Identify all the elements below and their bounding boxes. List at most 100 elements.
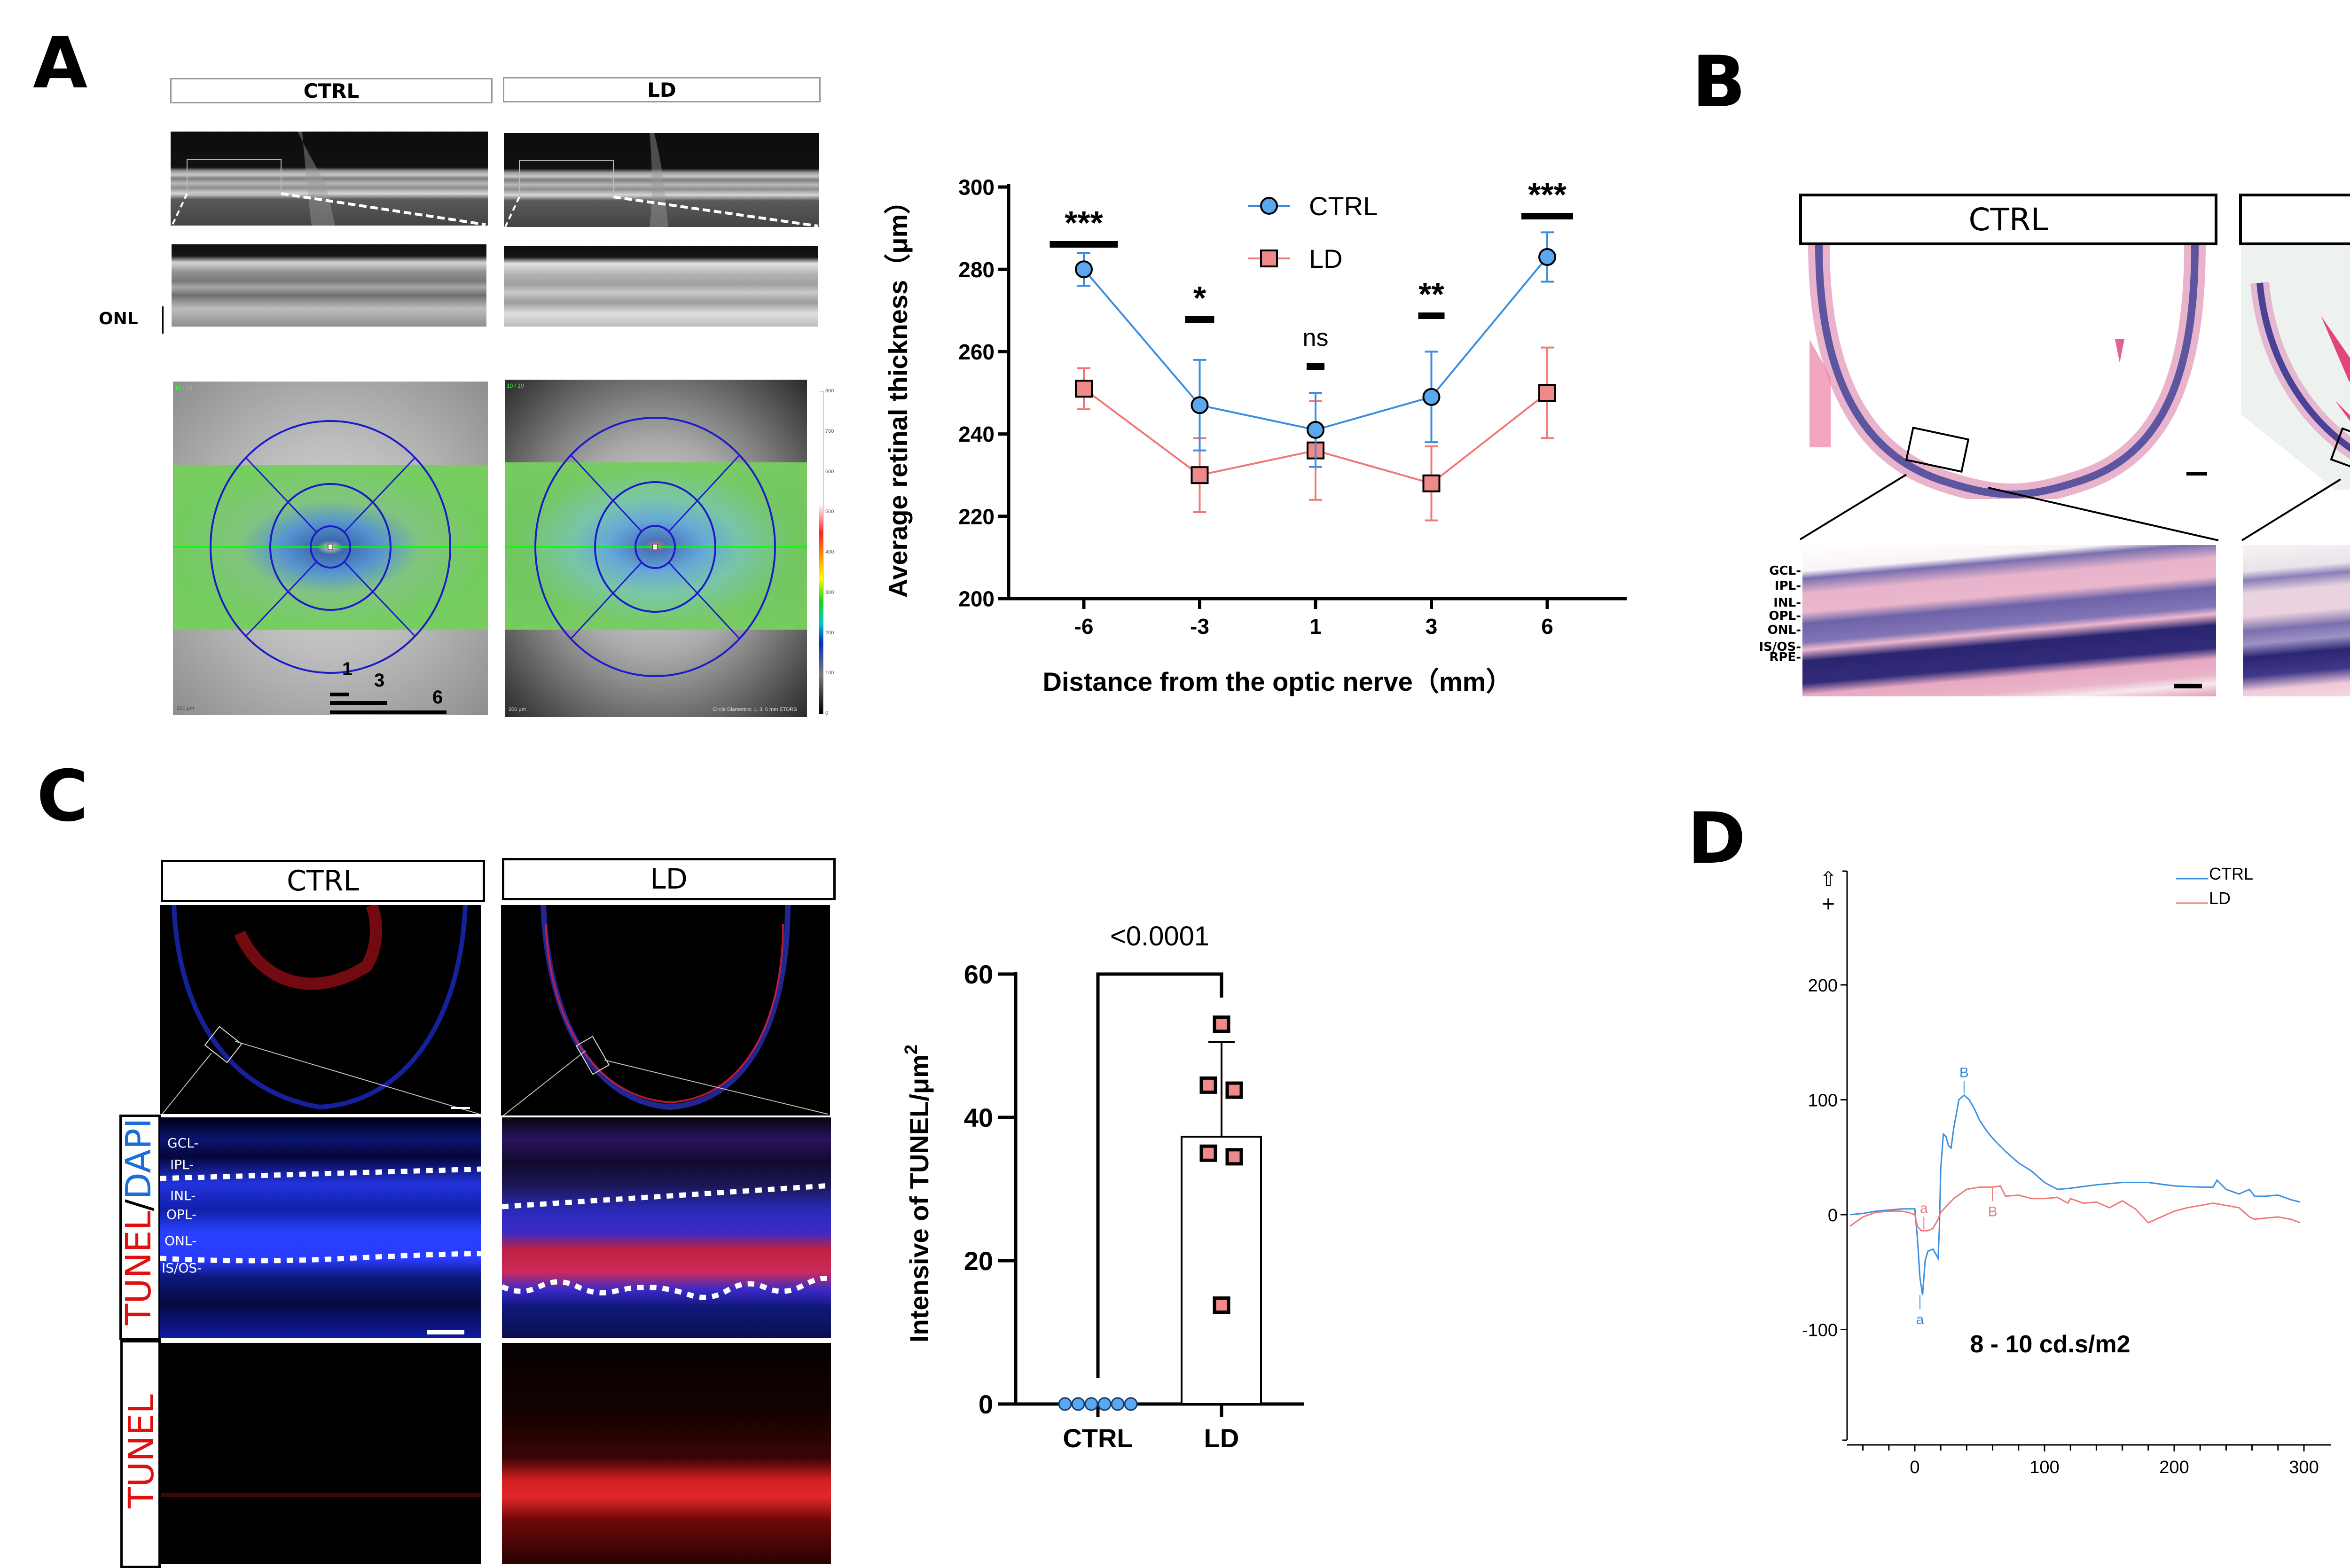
tunel-layer-label: IS/OS- <box>162 1260 202 1276</box>
data-point-ctrl <box>1097 1397 1112 1411</box>
thickness-colorbar <box>819 391 823 714</box>
panel-a-header-ctrl: CTRL <box>170 78 493 103</box>
data-point-ctrl <box>1422 388 1441 406</box>
x-tick-label: -6 <box>1074 614 1094 639</box>
y-tick-label: -100 <box>1802 1321 1838 1341</box>
scale-bar <box>2174 684 2202 688</box>
y-axis-title-superscript: 2 <box>901 1045 921 1054</box>
diameter-bar-1 <box>330 693 349 696</box>
chart-erg-trace: ⇧+ -100 0 100 200 0 100 200 300 a Ba B CTRL LD 8 - 10 … <box>1802 864 2331 1477</box>
panel-c-header-ld: LD <box>502 858 836 900</box>
fundus-thickness-map-ctrl: 10 / 19 200 µm <box>173 382 488 715</box>
data-point-ld <box>1225 1081 1243 1099</box>
he-layer-label: GCL- <box>1769 564 1801 578</box>
colorbar-tick-label: 500 <box>825 509 834 515</box>
trace-ctrl <box>1849 1094 2301 1295</box>
x-tick-label: 3 <box>1426 614 1438 639</box>
data-point-ld <box>1538 384 1556 402</box>
he-layer-label: INL- <box>1773 596 1801 610</box>
colorbar-tick-label: 700 <box>825 428 834 434</box>
oct-bscan-ld <box>504 133 819 227</box>
colorbar-tick-label: 200 <box>825 630 834 636</box>
legend-label: LD <box>1309 244 1343 273</box>
bar-ld <box>1181 1136 1262 1405</box>
axis-arrow-icon: ⇧ <box>1820 868 1837 891</box>
colorbar-tick-label: 400 <box>825 549 834 555</box>
data-point-ld <box>1213 1296 1230 1314</box>
colorbar-tick-label: 800 <box>825 388 834 394</box>
data-point-ctrl <box>1075 260 1093 279</box>
y-tick-label: 200 <box>958 587 995 611</box>
data-point-ld <box>1225 1148 1243 1166</box>
data-point-ctrl <box>1538 248 1556 266</box>
he-zoom-ld <box>2243 545 2350 696</box>
y-tick-label: 60 <box>964 960 993 989</box>
label-separator: / <box>118 1199 159 1211</box>
panel-b-header-ctrl: CTRL <box>1799 194 2217 245</box>
data-point-ld <box>1213 1015 1230 1033</box>
diameter-label-1: 1 <box>342 659 353 679</box>
wave-marker-label: B <box>1959 1065 1969 1081</box>
y-tick-label: 300 <box>958 175 995 200</box>
data-point-ctrl <box>1058 1397 1072 1411</box>
fundus-frame-label-ld: 10 / 19 <box>507 382 524 389</box>
diameter-label-3: 3 <box>374 670 385 691</box>
tunel-zoom-ld <box>502 1343 831 1564</box>
legend-label: CTRL <box>1309 191 1378 221</box>
colorbar-tick-label: 100 <box>825 670 834 676</box>
data-point-ld <box>1075 380 1093 398</box>
he-zoom-lines-ctrl <box>1799 474 2219 541</box>
y-tick-label: 40 <box>964 1103 993 1132</box>
tunel-layer-label: OPL- <box>166 1207 197 1222</box>
y-tick-label: 100 <box>1808 1091 1838 1111</box>
trace-ld <box>1849 1185 2301 1232</box>
x-tick-label: 0 <box>1910 1458 1919 1477</box>
x-tick-label: CTRL <box>1063 1423 1133 1453</box>
legend-label: CTRL <box>2209 864 2253 883</box>
data-point-ctrl <box>1071 1397 1085 1411</box>
panel-b-header-ld: LD <box>2239 194 2350 245</box>
tunel-dapi-zoom-ld <box>502 1117 831 1338</box>
tunel-dapi-zoom-ctrl <box>160 1117 481 1338</box>
panel-a-header-ld: LD <box>503 77 821 102</box>
significance-label: *** <box>1065 204 1103 241</box>
x-tick-label: 1 <box>1309 614 1322 639</box>
y-tick-label: 280 <box>958 257 995 282</box>
significance-label: * <box>1193 280 1206 316</box>
y-tick-label: 0 <box>1828 1206 1838 1225</box>
diameter-bar-6 <box>330 710 446 714</box>
data-point-ctrl <box>1111 1397 1125 1411</box>
label-tunel: TUNEL <box>118 1211 159 1325</box>
fundus-footer-ld: Circle Diameters: 1, 3, 6 mm ETDRS <box>713 707 797 712</box>
tunel-overview-ld <box>501 905 830 1116</box>
tunel-layer-label: IPL- <box>170 1157 194 1172</box>
x-tick-label: 6 <box>1541 614 1553 639</box>
x-tick-label: 200 <box>2159 1458 2189 1477</box>
significance-bracket <box>1096 972 1223 1378</box>
p-value-label: <0.0001 <box>1110 921 1209 952</box>
y-tick-label: 260 <box>958 340 995 364</box>
legend-marker <box>1260 197 1278 215</box>
data-point-ld <box>1199 1144 1217 1162</box>
y-tick-label: 20 <box>964 1246 993 1276</box>
diameter-bar-3 <box>330 701 387 705</box>
data-point-ld <box>1199 1076 1217 1094</box>
legend-marker <box>1260 250 1278 267</box>
stimulus-annotation: 8 - 10 cd.s/m2 <box>1970 1331 2130 1358</box>
row-label-box-merge <box>119 1115 161 1340</box>
tunel-zoom-ctrl <box>161 1343 481 1564</box>
fundus-scale-ld: 200 µm <box>509 707 526 712</box>
wave-marker-label: a <box>1916 1312 1924 1327</box>
chart-retinal-thickness: 200 220 240 260 280 300 -6 -3 1 3 6 Average retinal… <box>883 175 1627 696</box>
row-label-tunel-dapi: TUNEL/DAPI <box>118 1118 159 1325</box>
panel-letter-c: C <box>37 756 89 837</box>
colorbar-tick-label: 600 <box>825 468 834 475</box>
he-overview-ctrl <box>1800 245 2214 499</box>
data-point-ctrl <box>1084 1397 1098 1411</box>
wave-marker-label: a <box>1920 1201 1928 1216</box>
onl-label: ONL <box>99 309 138 328</box>
legend-label: LD <box>2209 889 2231 908</box>
panel-c-header-ctrl: CTRL <box>161 860 485 902</box>
label-dapi: DAPI <box>118 1118 159 1200</box>
he-layer-label: RPE- <box>1769 650 1801 664</box>
